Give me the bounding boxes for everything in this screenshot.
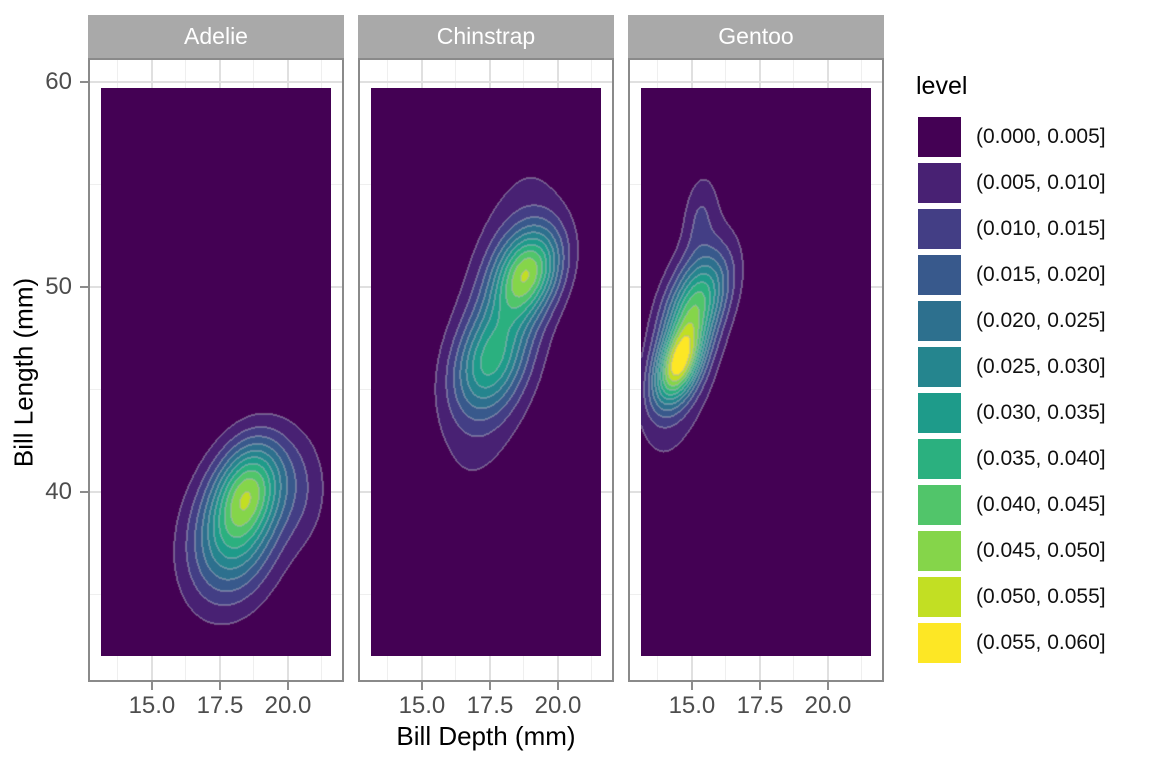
legend-swatch <box>918 439 961 479</box>
legend-label: (0.020, 0.025] <box>976 309 1106 332</box>
panel-chinstrap <box>358 58 614 682</box>
x-axis-tick <box>150 682 153 690</box>
legend-label: (0.025, 0.030] <box>976 355 1106 378</box>
x-tick-label: 17.5 <box>736 692 784 719</box>
legend-label: (0.045, 0.050] <box>976 539 1106 562</box>
legend-label: (0.015, 0.020] <box>976 263 1106 286</box>
x-tick-label: 17.5 <box>466 692 514 719</box>
x-axis-tick <box>488 682 491 690</box>
y-axis-tick <box>80 285 88 288</box>
x-tick-label: 20.0 <box>264 692 312 719</box>
x-axis-tick <box>420 682 423 690</box>
y-major-gridline <box>90 80 342 83</box>
panel-adelie <box>88 58 344 682</box>
y-major-gridline <box>630 80 882 83</box>
legend-swatch <box>918 347 961 387</box>
panel-gentoo <box>628 58 884 682</box>
x-tick-label: 15.0 <box>398 692 446 719</box>
facet-strip-gentoo: Gentoo <box>628 15 884 58</box>
legend-swatch <box>918 163 961 203</box>
x-tick-label: 20.0 <box>804 692 852 719</box>
density-surface-gentoo <box>641 88 871 656</box>
legend-swatch <box>918 209 961 249</box>
x-tick-label: 17.5 <box>196 692 244 719</box>
legend-swatch <box>918 393 961 433</box>
y-axis-tick <box>80 80 88 83</box>
y-tick-label: 60 <box>45 67 72 95</box>
y-major-gridline <box>360 80 612 83</box>
x-axis-tick <box>826 682 829 690</box>
facet-strip-chinstrap: Chinstrap <box>358 15 614 58</box>
legend-title: level <box>916 72 968 100</box>
legend-swatch <box>918 255 961 295</box>
legend-label: (0.050, 0.055] <box>976 585 1106 608</box>
x-axis-title: Bill Depth (mm) <box>396 721 576 751</box>
y-axis-tick <box>80 490 88 493</box>
facet-strip-label: Chinstrap <box>436 23 536 49</box>
x-axis-tick <box>218 682 221 690</box>
legend-label: (0.030, 0.035] <box>976 401 1106 424</box>
legend-swatch <box>918 301 961 341</box>
x-axis-tick <box>758 682 761 690</box>
legend-label: (0.040, 0.045] <box>976 493 1106 516</box>
y-tick-label: 40 <box>45 477 72 505</box>
legend-label: (0.000, 0.005] <box>976 125 1106 148</box>
legend-swatch <box>918 623 961 663</box>
x-axis-tick <box>286 682 289 690</box>
facet-strip-label: Gentoo <box>718 23 794 49</box>
legend-label: (0.010, 0.015] <box>976 217 1106 240</box>
x-tick-label: 15.0 <box>668 692 716 719</box>
density-surface-adelie <box>101 88 331 656</box>
facet-strip-adelie: Adelie <box>88 15 344 58</box>
legend-swatch <box>918 117 961 157</box>
legend-label: (0.005, 0.010] <box>976 171 1106 194</box>
density-surface-chinstrap <box>371 88 601 656</box>
x-axis-tick <box>556 682 559 690</box>
x-tick-label: 15.0 <box>128 692 176 719</box>
legend-swatch <box>918 485 961 525</box>
legend-label: (0.035, 0.040] <box>976 447 1106 470</box>
facet-strip-label: Adelie <box>184 23 248 49</box>
legend-swatch <box>918 577 961 617</box>
x-tick-label: 20.0 <box>534 692 582 719</box>
x-axis-tick <box>690 682 693 690</box>
y-tick-label: 50 <box>45 272 72 300</box>
legend-swatch <box>918 531 961 571</box>
legend-label: (0.055, 0.060] <box>976 631 1106 654</box>
